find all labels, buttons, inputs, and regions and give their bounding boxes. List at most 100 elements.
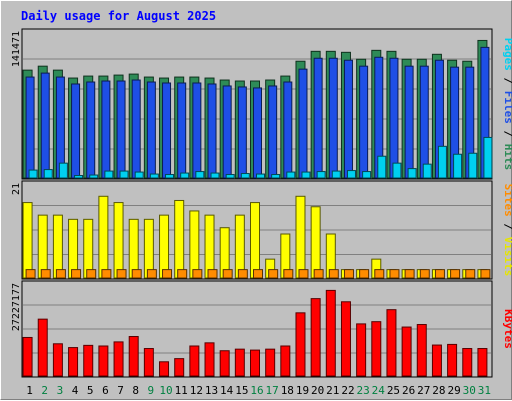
x-tick-label-day-13: 13 bbox=[205, 384, 218, 397]
bar-pages-day-10 bbox=[165, 174, 175, 179]
bar-visits-day-7 bbox=[113, 202, 124, 279]
x-tick-label-day-18: 18 bbox=[281, 384, 294, 397]
x-tick-label-day-3: 3 bbox=[57, 384, 64, 397]
bar-files-day-10 bbox=[162, 82, 172, 179]
bar-kbytes-day-18 bbox=[280, 345, 291, 377]
x-tick-label-day-22: 22 bbox=[341, 384, 354, 397]
bars-layer bbox=[22, 39, 493, 377]
bar-kbytes-day-5 bbox=[83, 344, 94, 377]
x-tick-label-day-14: 14 bbox=[220, 384, 234, 397]
right-label-pages-files-hits: Pages / Files / Hits bbox=[502, 38, 512, 171]
x-tick-label-day-29: 29 bbox=[447, 384, 460, 397]
x-tick-label-day-25: 25 bbox=[387, 384, 400, 397]
bar-kbytes-day-25 bbox=[386, 309, 397, 377]
bar-pages-day-9 bbox=[149, 173, 159, 179]
bar-pages-day-16 bbox=[256, 173, 265, 179]
bar-kbytes-day-24 bbox=[371, 321, 382, 377]
bar-sites-day-17 bbox=[268, 269, 279, 279]
bar-kbytes-day-19 bbox=[295, 312, 306, 377]
bar-sites-day-30 bbox=[465, 269, 476, 279]
x-tick-label-day-17: 17 bbox=[266, 384, 279, 397]
bar-pages-day-23 bbox=[362, 171, 372, 179]
bar-sites-day-2 bbox=[40, 269, 51, 279]
series-label-kbytes: KBytes bbox=[502, 309, 512, 349]
bar-visits-day-16 bbox=[250, 202, 260, 279]
x-tick-label-day-21: 21 bbox=[326, 384, 339, 397]
bar-pages-day-7 bbox=[119, 170, 129, 179]
label-separator: / bbox=[502, 71, 512, 91]
x-tick-label-day-15: 15 bbox=[235, 384, 248, 397]
bar-kbytes-day-9 bbox=[143, 348, 154, 377]
bar-sites-day-16 bbox=[253, 269, 263, 279]
series-label-hits: Hits bbox=[502, 144, 512, 171]
bar-pages-day-18 bbox=[286, 171, 296, 179]
bar-pages-day-27 bbox=[422, 163, 432, 179]
bar-kbytes-day-31 bbox=[477, 348, 488, 377]
bar-visits-day-2 bbox=[37, 214, 48, 279]
x-tick-label-day-24: 24 bbox=[372, 384, 386, 397]
bar-sites-day-21 bbox=[328, 269, 339, 279]
bar-sites-day-26 bbox=[404, 269, 415, 279]
x-tick-label-day-4: 4 bbox=[72, 384, 79, 397]
x-tick-label-day-20: 20 bbox=[311, 384, 324, 397]
bar-sites-day-8 bbox=[131, 269, 142, 279]
bar-kbytes-day-7 bbox=[113, 341, 124, 377]
bar-files-day-17 bbox=[268, 85, 278, 179]
bar-kbytes-day-29 bbox=[447, 343, 458, 377]
bar-files-day-23 bbox=[359, 65, 369, 179]
bar-kbytes-day-30 bbox=[462, 348, 473, 377]
bar-sites-day-29 bbox=[450, 269, 461, 279]
bar-files-day-4 bbox=[71, 83, 81, 179]
bar-sites-day-6 bbox=[101, 269, 112, 279]
bar-pages-day-11 bbox=[180, 172, 190, 179]
bar-files-day-18 bbox=[283, 81, 293, 179]
series-label-files: Files bbox=[502, 91, 512, 124]
bar-sites-day-31 bbox=[480, 269, 491, 279]
label-separator: / bbox=[502, 217, 512, 237]
bar-kbytes-day-3 bbox=[52, 343, 63, 377]
right-label-sites-visits: Sites / Visits bbox=[502, 184, 512, 277]
bar-pages-day-4 bbox=[74, 175, 84, 179]
bar-kbytes-day-23 bbox=[356, 323, 367, 377]
bar-sites-day-28 bbox=[434, 269, 445, 279]
bar-files-day-20 bbox=[313, 57, 323, 179]
bar-kbytes-day-28 bbox=[431, 344, 442, 377]
bar-sites-day-12 bbox=[192, 269, 203, 279]
bar-files-day-1 bbox=[25, 76, 35, 179]
bar-pages-day-26 bbox=[407, 168, 417, 179]
bar-kbytes-day-16 bbox=[250, 349, 260, 377]
bar-pages-day-3 bbox=[58, 162, 68, 179]
label-separator: / bbox=[502, 124, 512, 144]
bar-pages-day-29 bbox=[453, 153, 463, 179]
bar-files-day-7 bbox=[116, 80, 126, 179]
x-tick-label-day-28: 28 bbox=[432, 384, 445, 397]
bar-pages-day-8 bbox=[134, 171, 144, 179]
x-tick-label-day-6: 6 bbox=[102, 384, 109, 397]
bar-kbytes-day-8 bbox=[128, 336, 139, 377]
chart-title: Daily usage for August 2025 bbox=[21, 9, 216, 23]
bar-pages-day-28 bbox=[437, 145, 447, 179]
y-max-label-kbytes: 27227177 bbox=[11, 283, 22, 331]
bar-pages-day-13 bbox=[210, 172, 220, 179]
bar-kbytes-day-20 bbox=[310, 298, 321, 377]
x-tick-label-day-2: 2 bbox=[41, 384, 48, 397]
bar-pages-day-12 bbox=[195, 171, 205, 179]
bar-kbytes-day-26 bbox=[401, 326, 412, 377]
bar-kbytes-day-22 bbox=[340, 301, 351, 377]
bar-kbytes-day-4 bbox=[68, 347, 79, 377]
bar-kbytes-day-27 bbox=[416, 324, 427, 377]
bar-sites-day-13 bbox=[207, 269, 218, 279]
bar-files-day-9 bbox=[146, 81, 156, 179]
bar-files-day-2 bbox=[40, 72, 50, 179]
bar-files-day-8 bbox=[131, 79, 141, 179]
bar-files-day-22 bbox=[343, 59, 353, 179]
bar-visits-day-15 bbox=[234, 214, 245, 279]
x-tick-label-day-1: 1 bbox=[26, 384, 33, 397]
bar-sites-day-9 bbox=[146, 269, 157, 279]
bar-sites-day-11 bbox=[177, 269, 188, 279]
x-tick-label-day-26: 26 bbox=[402, 384, 415, 397]
bar-sites-day-1 bbox=[25, 269, 36, 279]
bar-files-day-6 bbox=[101, 80, 111, 179]
bar-pages-day-2 bbox=[43, 169, 53, 179]
